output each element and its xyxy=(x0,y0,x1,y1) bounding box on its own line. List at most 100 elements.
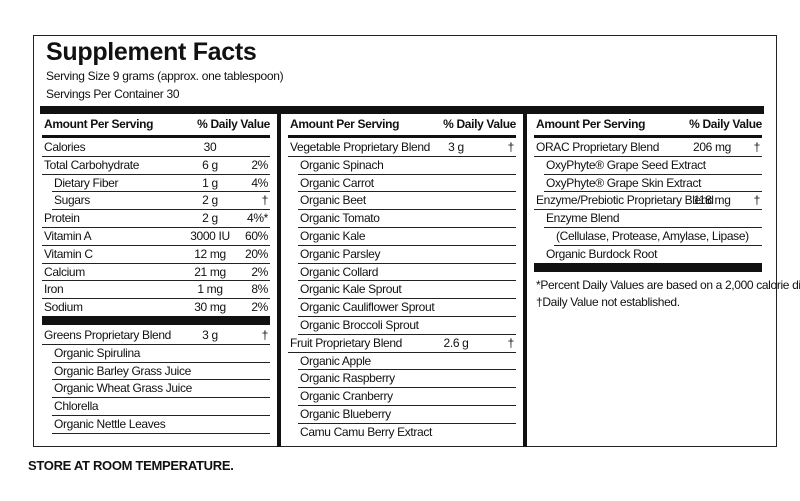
row-amount: 30 mg xyxy=(194,300,226,315)
header-rule xyxy=(288,135,516,138)
row-rule xyxy=(544,227,762,228)
row-amount: 21 mg xyxy=(194,264,226,279)
row-rule xyxy=(544,173,762,175)
header-amount: Amount Per Serving xyxy=(44,117,154,131)
footnote: *Percent Daily Values are based on a 2,0… xyxy=(536,277,800,292)
row-name: Vitamin C xyxy=(44,246,93,261)
row-rule xyxy=(298,422,516,424)
row-name: Calcium xyxy=(44,264,85,279)
row-name: Organic Nettle Leaves xyxy=(54,417,166,431)
row-name: Camu Camu Berry Extract xyxy=(300,424,432,439)
row-name: Organic Cauliflower Sprout xyxy=(300,300,435,315)
row-daily-value: 2% xyxy=(251,300,268,315)
row-name: Calories xyxy=(44,140,86,154)
header-daily-value: % Daily Value xyxy=(197,117,270,131)
row-name: Organic Spirulina xyxy=(54,345,141,360)
header-amount: Amount Per Serving xyxy=(290,117,400,131)
row-name: Organic Spinach xyxy=(300,157,384,172)
column: Amount Per Serving % Daily Value Vegetable… xyxy=(288,114,516,447)
header-rule xyxy=(534,135,762,138)
column: Amount Per Serving % Daily Value Calories 3… xyxy=(42,114,270,447)
row-rule xyxy=(52,432,270,434)
column-divider xyxy=(277,114,281,447)
row-amount: 2 g xyxy=(202,193,218,208)
header-amount: Amount Per Serving xyxy=(536,117,646,131)
row-rule xyxy=(298,405,516,406)
row-amount: 3000 IU xyxy=(190,229,230,243)
thick-rule xyxy=(42,316,270,325)
row-rule xyxy=(42,262,270,264)
footnote: †Daily Value not established. xyxy=(536,295,680,310)
row-amount: 2 g xyxy=(202,211,218,226)
row-name: Organic Apple xyxy=(300,353,371,368)
storage-note: STORE AT ROOM TEMPERATURE. xyxy=(28,458,234,473)
row-rule xyxy=(42,227,270,228)
row-rule xyxy=(42,155,270,157)
row-name: Organic Burdock Root xyxy=(546,246,658,261)
row-amount: 118 mg xyxy=(693,193,731,208)
row-rule xyxy=(42,280,270,282)
row-amount: 2.6 g xyxy=(443,335,469,350)
row-daily-value: † xyxy=(753,140,761,154)
row-name: Vegetable Proprietary Blend xyxy=(290,140,430,154)
row-rule xyxy=(298,191,516,193)
row-rule xyxy=(298,209,516,211)
column: Amount Per Serving % Daily Value ORAC Prop… xyxy=(534,114,800,447)
row-amount: 206 mg xyxy=(693,140,731,154)
header-daily-value: % Daily Value xyxy=(443,117,516,131)
row-rule xyxy=(288,155,516,157)
row-name: Iron xyxy=(44,282,64,297)
row-rule xyxy=(534,155,762,157)
row-daily-value: 60% xyxy=(245,229,268,243)
header-daily-value: % Daily Value xyxy=(689,117,762,131)
thick-rule xyxy=(40,106,764,114)
row-rule xyxy=(554,244,762,246)
row-name: Enzyme Blend xyxy=(546,211,620,226)
row-name: Protein xyxy=(44,211,80,226)
row-name: Organic Blueberry xyxy=(300,407,391,421)
row-name: Enzyme/Prebiotic Proprietary Blend xyxy=(536,193,714,208)
row-name: Organic Broccoli Sprout xyxy=(300,318,419,332)
row-name: Organic Cranberry xyxy=(300,389,393,404)
row-rule xyxy=(42,173,270,175)
row-name: Organic Carrot xyxy=(300,175,374,190)
row-daily-value: † xyxy=(507,335,515,350)
row-name: Vitamin A xyxy=(44,229,92,243)
row-name: Organic Barley Grass Juice xyxy=(54,363,191,378)
row-rule xyxy=(544,191,762,193)
row-rule xyxy=(42,298,270,300)
row-name: Organic Parsley xyxy=(300,246,381,261)
row-name: Organic Kale Sprout xyxy=(300,282,402,297)
row-rule xyxy=(42,343,270,345)
row-name: Total Carbohydrate xyxy=(44,157,140,172)
row-daily-value: † xyxy=(753,193,761,208)
row-name: Sodium xyxy=(44,300,83,315)
row-rule xyxy=(52,415,270,416)
row-rule xyxy=(298,298,516,300)
row-rule xyxy=(298,316,516,317)
row-rule xyxy=(52,379,270,381)
row-name: Organic Kale xyxy=(300,229,366,243)
row-daily-value: † xyxy=(261,328,269,342)
supplement-facts-panel: Supplement Facts Serving Size 9 grams (a… xyxy=(33,35,800,447)
row-rule xyxy=(298,262,516,264)
serving-size: Serving Size 9 grams (approx. one tables… xyxy=(46,69,284,83)
row-name: Organic Raspberry xyxy=(300,371,395,386)
row-rule xyxy=(42,244,270,246)
row-daily-value: † xyxy=(261,193,269,208)
row-name: ORAC Proprietary Blend xyxy=(536,140,660,154)
row-daily-value: 20% xyxy=(245,246,268,261)
row-name: OxyPhyte® Grape Seed Extract xyxy=(546,157,706,172)
row-daily-value: 8% xyxy=(251,282,268,297)
row-amount: 3 g xyxy=(448,140,464,154)
row-rule xyxy=(52,361,270,363)
row-daily-value: † xyxy=(507,140,515,154)
row-name: Organic Wheat Grass Juice xyxy=(54,381,192,396)
servings-per-container: Servings Per Container 30 xyxy=(46,87,180,101)
row-name: Greens Proprietary Blend xyxy=(44,328,171,342)
row-rule xyxy=(52,209,270,211)
header-rule xyxy=(42,135,270,138)
row-rule xyxy=(52,397,270,399)
row-amount: 3 g xyxy=(202,328,218,342)
